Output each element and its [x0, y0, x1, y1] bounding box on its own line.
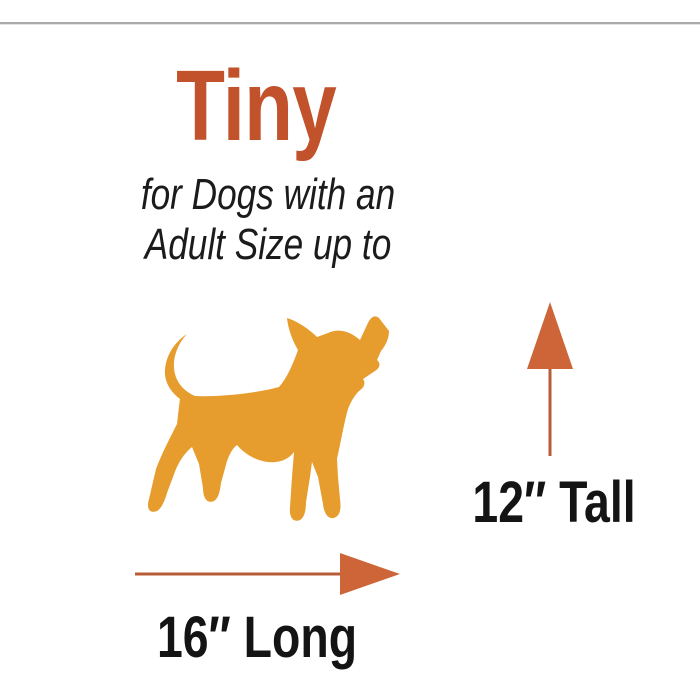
height-arrow-shaft [548, 362, 552, 456]
size-subtitle: for Dogs with an Adult Size up to [108, 170, 428, 270]
size-title: Tiny [176, 50, 337, 162]
subtitle-line-2: Adult Size up to [144, 220, 392, 269]
length-measurement-label: 16″ Long [156, 605, 358, 670]
subtitle-line-1: for Dogs with an [140, 170, 396, 219]
length-arrow-shaft [135, 572, 345, 576]
length-arrow-head [340, 553, 400, 595]
top-divider [0, 22, 700, 25]
height-arrow-head [527, 302, 573, 369]
chihuahua-silhouette-icon [147, 316, 389, 521]
height-measurement-label: 12″ Tall [472, 470, 636, 535]
height-arrow-icon [527, 302, 573, 456]
length-arrow-icon [135, 553, 400, 595]
dog-body-shape [147, 316, 389, 521]
